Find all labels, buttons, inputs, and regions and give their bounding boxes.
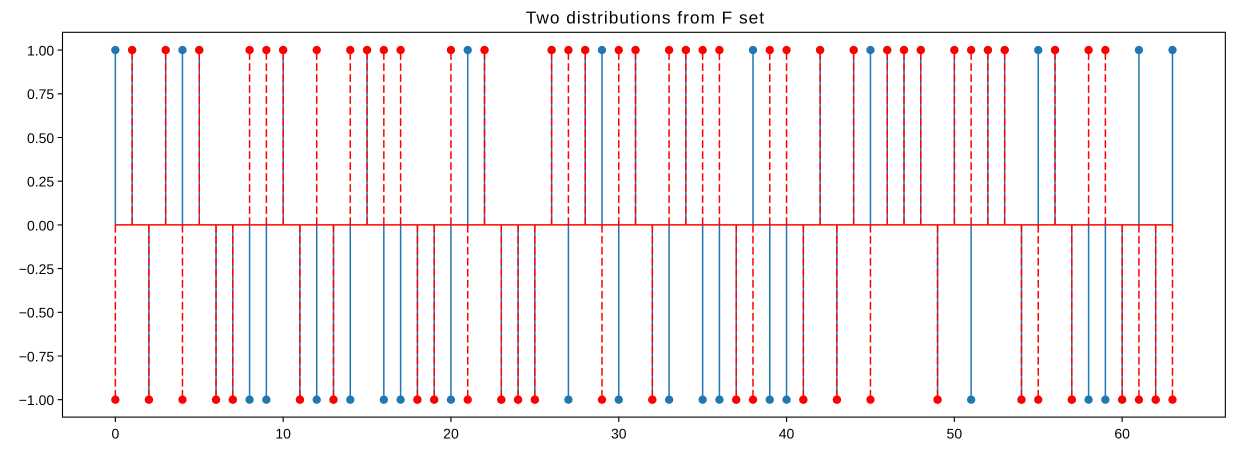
svg-text:1.00: 1.00 xyxy=(27,43,54,59)
svg-text:0.75: 0.75 xyxy=(27,86,54,102)
svg-text:30: 30 xyxy=(611,425,627,441)
svg-text:50: 50 xyxy=(947,425,963,441)
svg-text:60: 60 xyxy=(1114,425,1130,441)
svg-text:0.25: 0.25 xyxy=(27,174,54,190)
svg-text:0.00: 0.00 xyxy=(27,217,54,233)
svg-text:−0.25: −0.25 xyxy=(19,261,55,277)
svg-text:−0.50: −0.50 xyxy=(19,305,55,321)
svg-text:40: 40 xyxy=(779,425,795,441)
svg-text:Two distributions from F set: Two distributions from F set xyxy=(526,8,765,28)
svg-text:−1.00: −1.00 xyxy=(19,392,55,408)
svg-text:−0.75: −0.75 xyxy=(19,348,55,364)
svg-text:20: 20 xyxy=(443,425,459,441)
svg-text:0: 0 xyxy=(111,425,119,441)
svg-text:10: 10 xyxy=(275,425,291,441)
svg-text:0.50: 0.50 xyxy=(27,130,54,146)
